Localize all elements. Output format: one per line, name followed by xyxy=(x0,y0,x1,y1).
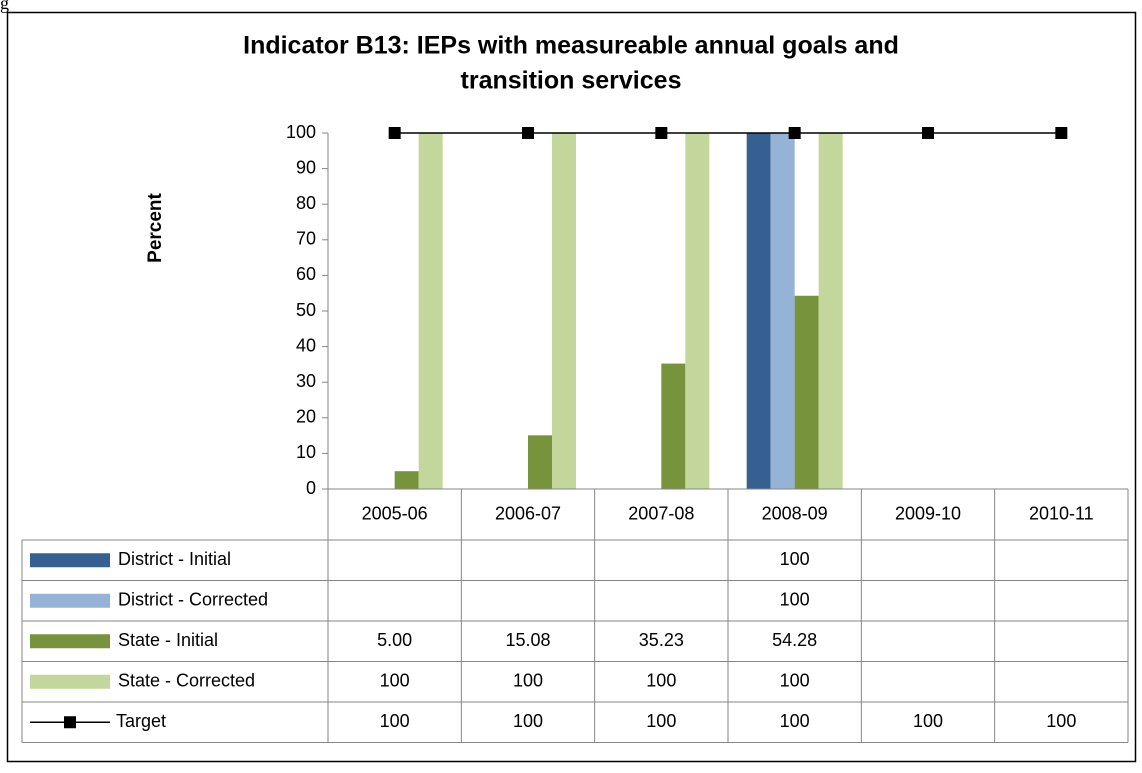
y-tick-label: 90 xyxy=(296,157,316,177)
table-value: 15.08 xyxy=(505,630,550,650)
table-value: 5.00 xyxy=(377,630,412,650)
y-tick-label: 100 xyxy=(286,122,316,142)
legend-label: State - Initial xyxy=(118,630,218,650)
x-tick-label: 2009-10 xyxy=(895,503,961,523)
legend-key xyxy=(30,593,110,608)
x-tick-label: 2005-06 xyxy=(362,503,428,523)
table-value: 100 xyxy=(913,711,943,731)
table-value: 54.28 xyxy=(772,630,817,650)
line-marker xyxy=(655,127,668,139)
y-tick-label: 30 xyxy=(296,371,316,391)
bar xyxy=(770,133,795,489)
y-tick-label: 50 xyxy=(296,300,316,320)
y-tick-label: 70 xyxy=(296,229,316,249)
bar xyxy=(685,133,710,489)
chart-title: transition services xyxy=(461,67,682,95)
table-value: 100 xyxy=(780,711,810,731)
legend-label: State - Corrected xyxy=(118,671,255,691)
y-axis-label: Percent xyxy=(145,192,166,262)
chart-title: Indicator B13: IEPs with measureable ann… xyxy=(243,32,899,60)
table-value: 100 xyxy=(513,671,543,691)
legend-key xyxy=(30,674,110,689)
legend-key xyxy=(64,716,76,729)
x-tick-label: 2008-09 xyxy=(762,503,828,523)
bar xyxy=(818,133,843,489)
table-value: 100 xyxy=(780,590,810,610)
bar xyxy=(661,363,686,489)
legend-key xyxy=(30,634,110,649)
bar xyxy=(418,133,443,489)
chart-border xyxy=(6,11,1137,763)
legend-label: District - Initial xyxy=(118,549,231,569)
table-value: 100 xyxy=(780,671,810,691)
y-tick-label: 0 xyxy=(306,478,316,498)
bar xyxy=(528,435,552,489)
x-tick-label: 2007-08 xyxy=(628,503,694,523)
table-value: 100 xyxy=(646,711,676,731)
line-marker xyxy=(788,127,801,139)
table-value: 100 xyxy=(380,711,410,731)
table-value: 35.23 xyxy=(639,630,684,650)
x-tick-label: 2010-11 xyxy=(1029,503,1094,523)
y-tick-label: 80 xyxy=(296,193,316,213)
x-tick-label: 2006-07 xyxy=(495,503,561,523)
line-marker xyxy=(1055,127,1068,139)
y-tick-label: 60 xyxy=(296,264,316,284)
line-marker xyxy=(388,127,401,139)
table-value: 100 xyxy=(780,549,810,569)
table-value: 100 xyxy=(1046,711,1076,731)
legend-label: Target xyxy=(116,711,166,731)
bar xyxy=(794,295,819,489)
bar xyxy=(746,133,771,489)
y-tick-label: 10 xyxy=(296,442,316,462)
page-fragment: g xyxy=(0,0,9,13)
line-marker xyxy=(522,127,534,139)
y-tick-label: 20 xyxy=(296,407,316,427)
legend-label: District - Corrected xyxy=(118,590,268,610)
legend-key xyxy=(30,553,110,568)
line-marker xyxy=(922,127,934,139)
bar xyxy=(552,133,576,489)
y-tick-label: 40 xyxy=(296,335,316,355)
table-value: 100 xyxy=(646,671,676,691)
table-value: 100 xyxy=(513,711,543,731)
bar xyxy=(394,471,419,489)
table-value: 100 xyxy=(380,671,410,691)
